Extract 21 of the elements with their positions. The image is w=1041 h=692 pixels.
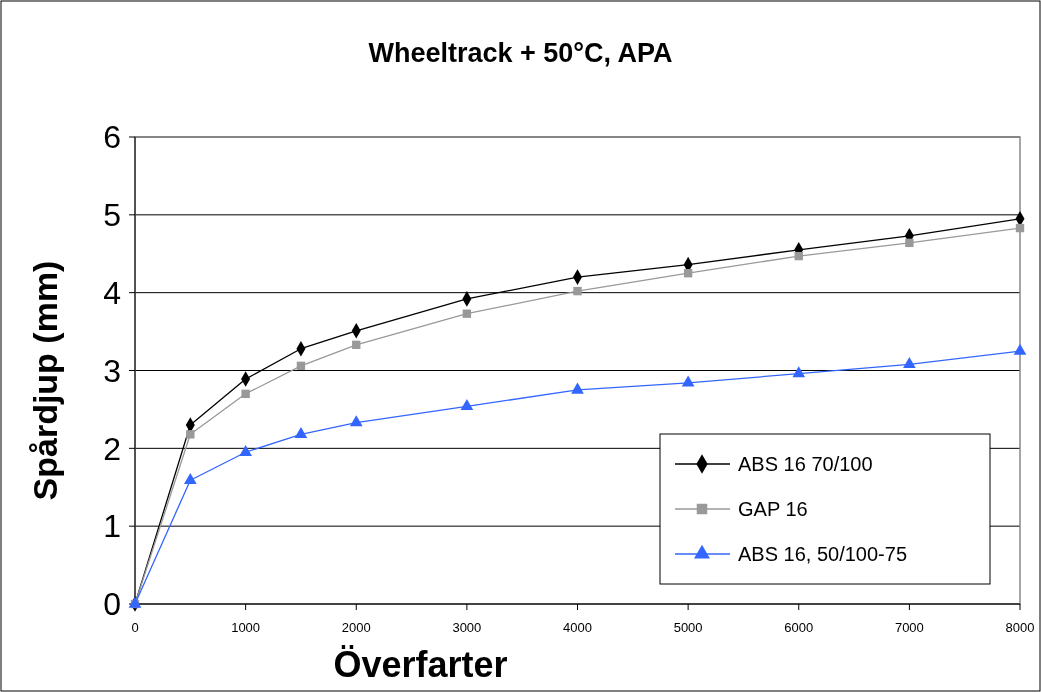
legend-label: ABS 16 70/100 xyxy=(738,453,873,475)
y-tick-label: 4 xyxy=(103,274,121,311)
x-tick-label: 6000 xyxy=(784,620,814,635)
x-tick-label: 7000 xyxy=(894,620,924,635)
y-tick-label: 6 xyxy=(103,119,121,156)
y-tick-label: 2 xyxy=(103,430,121,467)
x-tick-label: 4000 xyxy=(563,620,592,635)
x-tick-label: 1000 xyxy=(231,620,261,635)
x-tick-label: 3000 xyxy=(452,620,482,635)
legend-label: ABS 16, 50/100-75 xyxy=(738,543,908,565)
x-tick-label: 2000 xyxy=(341,620,371,635)
y-tick-label: 1 xyxy=(103,508,121,545)
x-axis-title: Överfarter xyxy=(333,644,508,685)
x-tick-label: 0 xyxy=(131,620,139,635)
y-tick-label: 3 xyxy=(103,352,121,389)
y-axis-title: Spårdjup (mm) xyxy=(26,260,64,501)
chart-title: Wheeltrack + 50°C, APA xyxy=(368,38,673,68)
y-tick-label: 5 xyxy=(103,197,121,234)
legend-label: GAP 16 xyxy=(738,498,808,520)
x-tick-label: 5000 xyxy=(673,620,703,635)
x-tick-label: 8000 xyxy=(1005,620,1035,635)
